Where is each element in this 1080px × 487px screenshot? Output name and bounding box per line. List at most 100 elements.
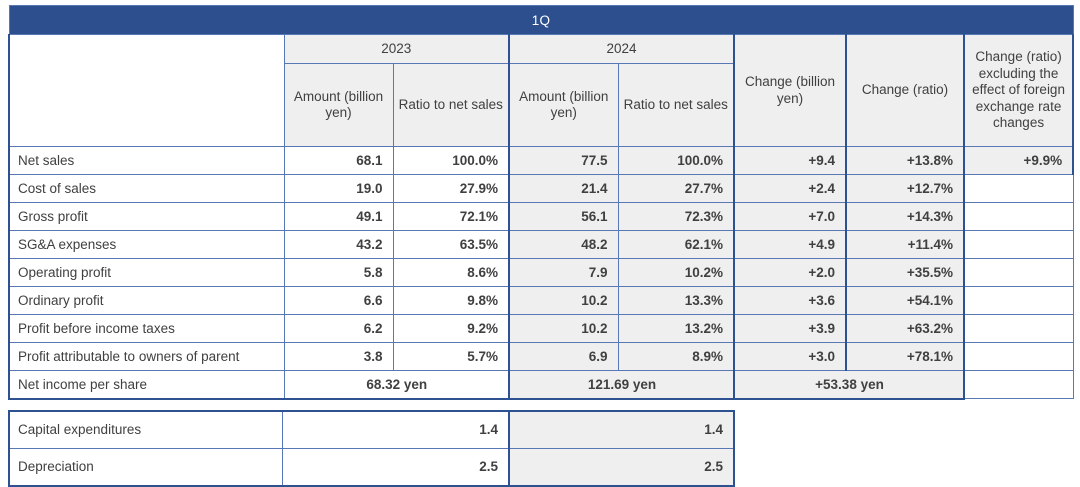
row-depreciation: Depreciation 2.5 2.5 bbox=[8, 447, 735, 487]
ratio-2024-cell: 27.7% bbox=[617, 174, 735, 203]
corner-blank-cell bbox=[8, 34, 285, 147]
row-label: Ordinary profit bbox=[8, 286, 285, 315]
ratio-2024-cell: 10.2% bbox=[617, 258, 735, 287]
row-label: Gross profit bbox=[8, 202, 285, 231]
row-label: Profit before income taxes bbox=[8, 314, 285, 343]
header-year-2024: 2024 bbox=[508, 34, 735, 64]
row-profit-attributable-to-owners: Profit attributable to owners of parent … bbox=[8, 342, 1074, 371]
ratio-2023-cell: 27.9% bbox=[392, 174, 510, 203]
header-amount-2024: Amount (billion yen) bbox=[508, 63, 619, 147]
header-change-amount: Change (billion yen) bbox=[733, 34, 847, 147]
empty-cell bbox=[963, 370, 1074, 399]
ratio-2023-cell: 9.2% bbox=[392, 314, 510, 343]
capex-depreciation-table: Capital expenditures 1.4 1.4 Depreciatio… bbox=[8, 409, 735, 487]
ratio-2024-cell: 72.3% bbox=[617, 202, 735, 231]
row-label: Capital expenditures bbox=[8, 409, 283, 449]
empty-cell bbox=[963, 314, 1074, 343]
change-ratio-cell: +13.8% bbox=[845, 146, 965, 175]
ratio-2024-cell: 62.1% bbox=[617, 230, 735, 259]
title-row: 1Q bbox=[8, 5, 1074, 35]
row-label: Profit attributable to owners of parent bbox=[8, 342, 285, 371]
header-amount-2023: Amount (billion yen) bbox=[283, 63, 394, 147]
year-group-header-row: 2023 2024 Change (billion yen) Change (r… bbox=[8, 34, 1075, 147]
amount-2024-cell: 77.5 bbox=[508, 146, 619, 175]
header-year-2023: 2023 bbox=[283, 34, 510, 64]
value-2024-cell: 2.5 bbox=[508, 447, 735, 487]
change-ratio-cell: +54.1% bbox=[845, 286, 965, 315]
ratio-2023-cell: 63.5% bbox=[392, 230, 510, 259]
change-amount-cell: +2.0 bbox=[733, 258, 847, 287]
amount-2023-cell: 6.6 bbox=[283, 286, 394, 315]
change-ratio-ex-fx-cell: +9.9% bbox=[962, 146, 1075, 175]
row-label: Cost of sales bbox=[8, 174, 285, 203]
change-amount-cell: +3.6 bbox=[733, 286, 847, 315]
row-profit-before-income-taxes: Profit before income taxes 6.2 9.2% 10.2… bbox=[8, 314, 1074, 343]
change-ratio-cell: +63.2% bbox=[845, 314, 965, 343]
amount-2023-cell: 68.1 bbox=[283, 146, 394, 175]
row-label: Net sales bbox=[8, 146, 285, 175]
row-net-income-per-share: Net income per share 68.32 yen 121.69 ye… bbox=[8, 370, 1074, 400]
row-cost-of-sales: Cost of sales 19.0 27.9% 21.4 27.7% +2.4… bbox=[8, 174, 1074, 203]
amount-2023-cell: 49.1 bbox=[283, 202, 394, 231]
row-ordinary-profit: Ordinary profit 6.6 9.8% 10.2 13.3% +3.6… bbox=[8, 286, 1074, 315]
empty-cell bbox=[963, 342, 1074, 371]
change-ratio-cell: +12.7% bbox=[845, 174, 965, 203]
header-change-ratio: Change (ratio) bbox=[845, 34, 965, 147]
change-amount-cell: +3.0 bbox=[733, 342, 847, 371]
amount-2023-cell: 3.8 bbox=[283, 342, 394, 371]
row-label: Depreciation bbox=[8, 447, 283, 487]
amount-2023-cell: 19.0 bbox=[283, 174, 394, 203]
ratio-2023-cell: 100.0% bbox=[392, 146, 510, 175]
row-operating-profit: Operating profit 5.8 8.6% 7.9 10.2% +2.0… bbox=[8, 258, 1074, 287]
per-share-change-cell: +53.38 yen bbox=[733, 370, 965, 400]
amount-2023-cell: 6.2 bbox=[283, 314, 394, 343]
empty-cell bbox=[963, 230, 1074, 259]
amount-2024-cell: 56.1 bbox=[508, 202, 619, 231]
change-amount-cell: +3.9 bbox=[733, 314, 847, 343]
ratio-2023-cell: 9.8% bbox=[392, 286, 510, 315]
empty-cell bbox=[963, 286, 1074, 315]
empty-cell bbox=[963, 174, 1074, 203]
amount-2024-cell: 48.2 bbox=[508, 230, 619, 259]
row-label: Operating profit bbox=[8, 258, 285, 287]
per-share-2023-cell: 68.32 yen bbox=[283, 370, 510, 400]
change-amount-cell: +2.4 bbox=[733, 174, 847, 203]
row-gross-profit: Gross profit 49.1 72.1% 56.1 72.3% +7.0 … bbox=[8, 202, 1074, 231]
row-label: Net income per share bbox=[8, 370, 285, 400]
header-ratio-2024: Ratio to net sales bbox=[617, 63, 735, 147]
value-2023-cell: 2.5 bbox=[281, 447, 510, 487]
header-change-ratio-ex-fx: Change (ratio) excluding the effect of f… bbox=[962, 34, 1075, 147]
value-2023-cell: 1.4 bbox=[281, 409, 510, 449]
amount-2024-cell: 7.9 bbox=[508, 258, 619, 287]
amount-2024-cell: 6.9 bbox=[508, 342, 619, 371]
ratio-2023-cell: 72.1% bbox=[392, 202, 510, 231]
amount-2023-cell: 5.8 bbox=[283, 258, 394, 287]
ratio-2023-cell: 5.7% bbox=[392, 342, 510, 371]
change-ratio-cell: +35.5% bbox=[845, 258, 965, 287]
amount-2024-cell: 21.4 bbox=[508, 174, 619, 203]
row-net-sales: Net sales 68.1 100.0% 77.5 100.0% +9.4 +… bbox=[8, 146, 1075, 175]
amount-2024-cell: 10.2 bbox=[508, 314, 619, 343]
table-title: 1Q bbox=[8, 5, 1074, 35]
row-sga-expenses: SG&A expenses 43.2 63.5% 48.2 62.1% +4.9… bbox=[8, 230, 1074, 259]
quarterly-results-table: 1Q 2023 2024 Change (billion yen) Change… bbox=[8, 5, 1075, 400]
header-ratio-2023: Ratio to net sales bbox=[392, 63, 510, 147]
ratio-2024-cell: 8.9% bbox=[617, 342, 735, 371]
change-amount-cell: +4.9 bbox=[733, 230, 847, 259]
value-2024-cell: 1.4 bbox=[508, 409, 735, 449]
column-header-row: Amount (billion yen) Ratio to net sales … bbox=[9, 63, 1073, 147]
empty-cell bbox=[963, 202, 1074, 231]
per-share-2024-cell: 121.69 yen bbox=[508, 370, 735, 400]
ratio-2023-cell: 8.6% bbox=[392, 258, 510, 287]
change-amount-cell: +9.4 bbox=[733, 146, 847, 175]
change-amount-cell: +7.0 bbox=[733, 202, 847, 231]
row-label: SG&A expenses bbox=[8, 230, 285, 259]
change-ratio-cell: +14.3% bbox=[845, 202, 965, 231]
ratio-2024-cell: 13.3% bbox=[617, 286, 735, 315]
ratio-2024-cell: 13.2% bbox=[617, 314, 735, 343]
change-ratio-cell: +11.4% bbox=[845, 230, 965, 259]
amount-2024-cell: 10.2 bbox=[508, 286, 619, 315]
ratio-2024-cell: 100.0% bbox=[617, 146, 735, 175]
change-ratio-cell: +78.1% bbox=[845, 342, 965, 371]
